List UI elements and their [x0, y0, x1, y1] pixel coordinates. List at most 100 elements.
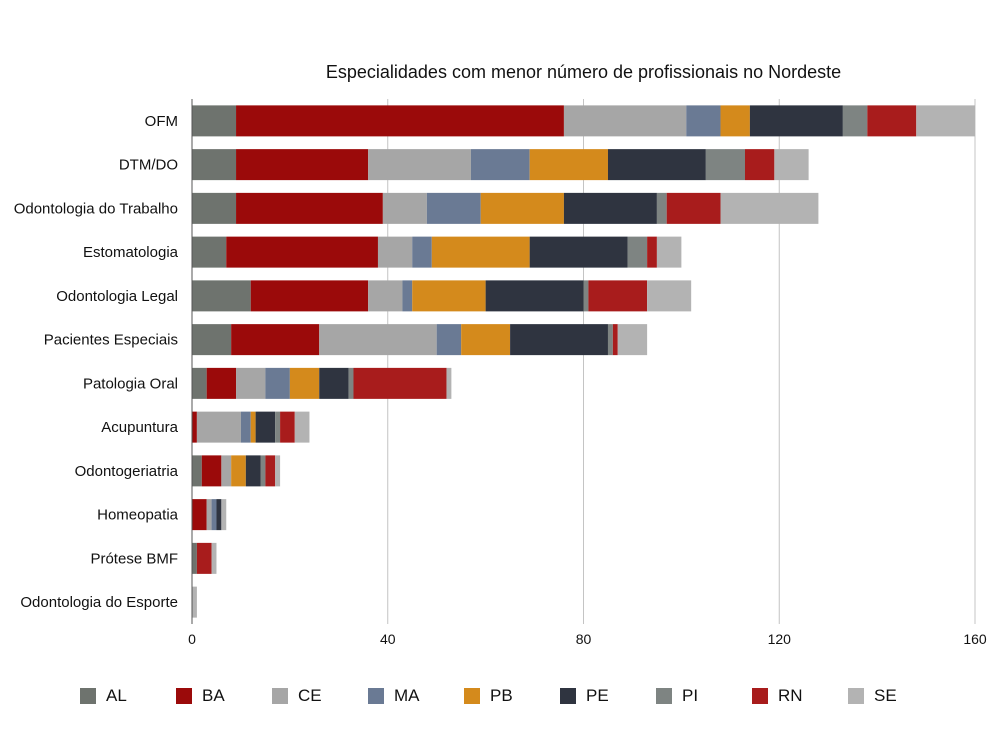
bar-segment-pe [563, 192, 657, 224]
legend-item: PB [452, 686, 548, 706]
legend-swatch [560, 688, 576, 704]
bar-segment-pe [245, 455, 261, 487]
bar-segment-pi [583, 280, 589, 312]
bar-segment-ma [265, 367, 290, 399]
x-tick-label: 0 [188, 631, 196, 647]
bar-segment-pi [348, 367, 354, 399]
bar-segment-pe [485, 280, 584, 312]
bar-segment-se [720, 192, 819, 224]
bar-segment-se [294, 411, 310, 443]
bar-segment-ma [240, 411, 251, 443]
category-label: Homeopatia [97, 507, 179, 524]
bar-segment-se [446, 367, 452, 399]
bar-segment-rn [666, 192, 721, 224]
category-label: Estomatologia [83, 244, 179, 261]
bar-segment-pe [319, 367, 349, 399]
category-label: DTM/DO [119, 157, 178, 174]
bar-segment-ma [426, 192, 481, 224]
bar-segment-se [221, 499, 227, 531]
legend-item: RN [740, 686, 836, 706]
bar-segment-al [192, 236, 227, 268]
x-tick-label: 160 [963, 631, 987, 647]
category-label: Pacientes Especiais [44, 332, 178, 349]
legend-item: CE [260, 686, 356, 706]
bar-segment-ba [236, 192, 383, 224]
bar-segment-rn [867, 105, 917, 137]
bar-segment-ce [368, 149, 471, 181]
bar-segment-pe [749, 105, 843, 137]
bar-segment-ba [231, 324, 320, 356]
bar-segment-ba [201, 455, 222, 487]
legend-swatch [656, 688, 672, 704]
bar-segment-al [192, 149, 237, 181]
bar-segment-se [275, 455, 281, 487]
bar-segment-ma [211, 499, 217, 531]
legend-label: SE [874, 686, 897, 705]
bar-segment-rn [647, 236, 657, 268]
bar-segment-se [916, 105, 975, 137]
bar-segment-pi [260, 455, 266, 487]
bar-segment-rn [196, 542, 212, 574]
bar-segment-ce [368, 280, 403, 312]
bar-segment-ce [377, 236, 413, 268]
bar-segment-al [192, 367, 207, 399]
x-tick-label: 80 [576, 631, 592, 647]
legend-item: AL [68, 686, 164, 706]
bar-segment-pe [510, 324, 608, 356]
bar-segment-pi [607, 324, 613, 356]
bar-segment-pb [720, 105, 750, 137]
bar-segment-al [192, 455, 202, 487]
legend-label: MA [394, 686, 420, 705]
bar-segment-ma [402, 280, 413, 312]
bar-segment-ba [236, 105, 564, 137]
bar-segment-se [656, 236, 682, 268]
bar-segment-pi [705, 149, 745, 181]
bar-segment-pi [842, 105, 868, 137]
x-tick-label: 120 [768, 631, 792, 647]
category-label: Prótese BMF [90, 550, 178, 567]
category-label: Odontologia do Esporte [20, 594, 178, 611]
bar-segment-ce [563, 105, 687, 137]
legend-label: CE [298, 686, 322, 705]
legend-label: BA [202, 686, 225, 705]
bar-segment-ba [192, 411, 197, 443]
bar-segment-al [192, 105, 237, 137]
bar-segment-pb [461, 324, 511, 356]
category-label: Odontogeriatria [75, 463, 179, 480]
bar-segment-rn [744, 149, 775, 181]
bar-segment-pi [656, 192, 667, 224]
legend-label: PB [490, 686, 513, 705]
category-label: Patologia Oral [83, 375, 178, 392]
bar-segment-ce [206, 499, 212, 531]
bar-segment-pi [627, 236, 648, 268]
category-label: OFM [145, 113, 178, 130]
bar-segment-pb [250, 411, 256, 443]
bar-segment-ce [196, 411, 241, 443]
bar-segment-pe [216, 499, 222, 531]
chart-title: Especialidades com menor número de profi… [325, 62, 842, 82]
bar-segment-pe [607, 149, 706, 181]
legend-label: PE [586, 686, 609, 705]
bar-segment-pi [275, 411, 281, 443]
legend-swatch [848, 688, 864, 704]
bar-segment-se [192, 586, 197, 618]
x-tick-label: 40 [380, 631, 396, 647]
legend-item: PI [644, 686, 740, 706]
legend-item: BA [164, 686, 260, 706]
bar-segment-se [647, 280, 692, 312]
bar-segment-rn [353, 367, 447, 399]
bar-segment-ma [686, 105, 721, 137]
bar-segment-ba [250, 280, 369, 312]
bar-segment-ce [319, 324, 437, 356]
legend-swatch [272, 688, 288, 704]
bar-segment-pb [289, 367, 320, 399]
legend-label: AL [106, 686, 127, 705]
legend-swatch [752, 688, 768, 704]
legend-swatch [464, 688, 480, 704]
category-label: Odontologia Legal [56, 288, 178, 305]
legend: AL BA CE MA PB PE PI RN SE [0, 686, 1000, 706]
bar-segment-rn [265, 455, 276, 487]
bar-segment-ba [226, 236, 378, 268]
legend-swatch [80, 688, 96, 704]
